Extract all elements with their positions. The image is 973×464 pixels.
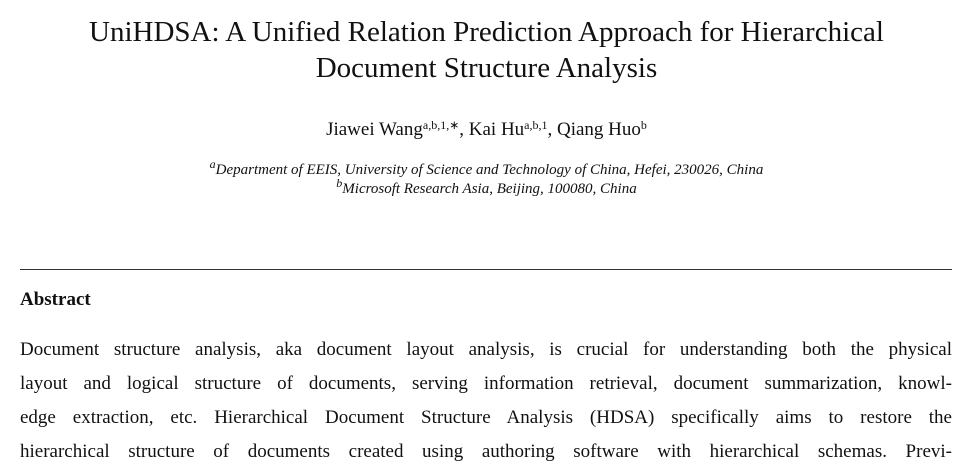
affiliation-text: Microsoft Research Asia, Beijing, 100080… [342,181,637,197]
abstract-line: Document structure analysis, aka documen… [20,339,952,360]
author-sup: a,b,1,∗ [422,118,460,132]
rule [20,269,952,270]
author-sup: b [640,118,647,132]
author-sup: a,b,1 [524,118,548,132]
affiliation: aDepartment of EEIS, University of Scien… [0,158,973,180]
abstract-line: edge extraction, etc. Hierarchical Docum… [20,407,952,428]
abstract-line: layout and logical structure of document… [20,373,952,394]
affiliation-mark: a [209,157,216,171]
title-line: Document Structure Analysis [315,52,658,84]
affiliation-mark: b [336,176,343,190]
separator: , [459,119,469,140]
abstract-line: hierarchical structure of documents crea… [20,441,952,462]
separator: , [547,119,557,140]
affiliation: bMicrosoft Research Asia, Beijing, 10008… [0,177,973,199]
author-name: Kai Hu [468,119,525,140]
abstract-heading: Abstract [20,289,91,310]
title-line: UniHDSA: A Unified Relation Prediction A… [89,16,884,48]
author-name: Jiawei Wang [326,119,423,140]
author-name: Qiang Huo [557,119,641,140]
affiliation-text: Department of EEIS, University of Scienc… [215,162,764,178]
authors: Jiawei Wanga,b,1,∗, Kai Hua,b,1, Qiang H… [0,116,973,144]
